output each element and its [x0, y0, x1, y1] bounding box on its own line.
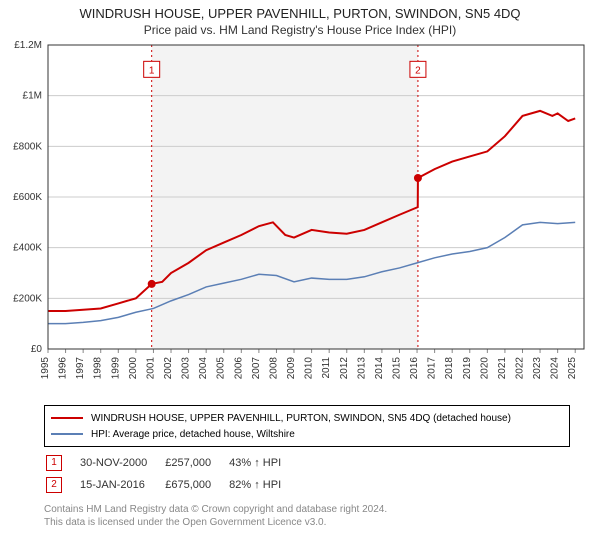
svg-text:2010: 2010 [304, 357, 315, 380]
svg-text:1998: 1998 [93, 357, 104, 380]
svg-text:£200K: £200K [13, 293, 42, 304]
svg-text:£400K: £400K [13, 243, 42, 254]
attribution: Contains HM Land Registry data © Crown c… [44, 503, 570, 529]
svg-text:2006: 2006 [233, 357, 244, 380]
svg-text:2016: 2016 [409, 357, 420, 380]
sale-date: 15-JAN-2016 [80, 475, 163, 495]
chart-header: WINDRUSH HOUSE, UPPER PAVENHILL, PURTON,… [0, 0, 600, 39]
svg-text:£600K: £600K [13, 192, 42, 203]
svg-text:1997: 1997 [75, 357, 86, 380]
svg-text:2003: 2003 [181, 357, 192, 380]
attribution-line: This data is licensed under the Open Gov… [44, 516, 570, 529]
sales-table: 1 30-NOV-2000£257,00043% ↑ HPI 2 15-JAN-201… [44, 451, 299, 497]
svg-text:1995: 1995 [40, 357, 51, 380]
marker-badge: 1 [46, 455, 62, 471]
svg-text:2022: 2022 [514, 357, 525, 380]
sale-price: £257,000 [165, 453, 227, 473]
svg-text:2002: 2002 [163, 357, 174, 380]
svg-text:£800K: £800K [13, 141, 42, 152]
svg-text:2008: 2008 [268, 357, 279, 380]
sale-price: £675,000 [165, 475, 227, 495]
svg-text:2025: 2025 [567, 357, 578, 380]
svg-text:2007: 2007 [251, 357, 262, 380]
marker-badge: 2 [46, 477, 62, 493]
sale-delta: 82% ↑ HPI [229, 475, 297, 495]
svg-text:2014: 2014 [374, 357, 385, 380]
sales-row: 1 30-NOV-2000£257,00043% ↑ HPI [46, 453, 297, 473]
svg-text:1: 1 [149, 65, 155, 76]
sale-delta: 43% ↑ HPI [229, 453, 297, 473]
svg-text:£1M: £1M [23, 91, 42, 102]
legend-item: WINDRUSH HOUSE, UPPER PAVENHILL, PURTON,… [51, 410, 563, 426]
svg-text:2021: 2021 [497, 357, 508, 380]
legend-swatch [51, 433, 83, 435]
svg-text:1999: 1999 [110, 357, 121, 380]
svg-text:2023: 2023 [532, 357, 543, 380]
svg-text:2012: 2012 [339, 357, 350, 380]
svg-text:2011: 2011 [321, 357, 332, 379]
svg-text:2: 2 [415, 65, 421, 76]
svg-text:£0: £0 [31, 344, 43, 355]
legend-swatch [51, 417, 83, 419]
legend-label: HPI: Average price, detached house, Wilt… [91, 429, 295, 440]
svg-text:2001: 2001 [145, 357, 156, 380]
legend-item: HPI: Average price, detached house, Wilt… [51, 426, 563, 442]
svg-text:£1.2M: £1.2M [14, 40, 42, 51]
chart-area: £0 £200K £400K £600K £800K £1M £1.2M 1995 1996 19… [0, 39, 600, 399]
chart-subtitle: Price paid vs. HM Land Registry's House … [10, 23, 590, 37]
line-chart: £0 £200K £400K £600K £800K £1M £1.2M 1995 1996 19… [0, 39, 600, 399]
svg-text:2005: 2005 [216, 357, 227, 380]
svg-text:2013: 2013 [356, 357, 367, 380]
svg-text:2000: 2000 [128, 357, 139, 380]
legend: WINDRUSH HOUSE, UPPER PAVENHILL, PURTON,… [44, 405, 570, 447]
sale-date: 30-NOV-2000 [80, 453, 163, 473]
svg-text:2024: 2024 [550, 357, 561, 380]
svg-text:2017: 2017 [427, 357, 438, 380]
svg-text:2004: 2004 [198, 357, 209, 380]
svg-text:1996: 1996 [58, 357, 69, 380]
svg-text:2019: 2019 [462, 357, 473, 380]
chart-title: WINDRUSH HOUSE, UPPER PAVENHILL, PURTON,… [10, 6, 590, 21]
sales-row: 2 15-JAN-2016£675,00082% ↑ HPI [46, 475, 297, 495]
legend-label: WINDRUSH HOUSE, UPPER PAVENHILL, PURTON,… [91, 413, 511, 424]
svg-text:2018: 2018 [444, 357, 455, 380]
svg-text:2015: 2015 [391, 357, 402, 380]
svg-text:2009: 2009 [286, 357, 297, 380]
attribution-line: Contains HM Land Registry data © Crown c… [44, 503, 570, 516]
svg-text:2020: 2020 [479, 357, 490, 380]
